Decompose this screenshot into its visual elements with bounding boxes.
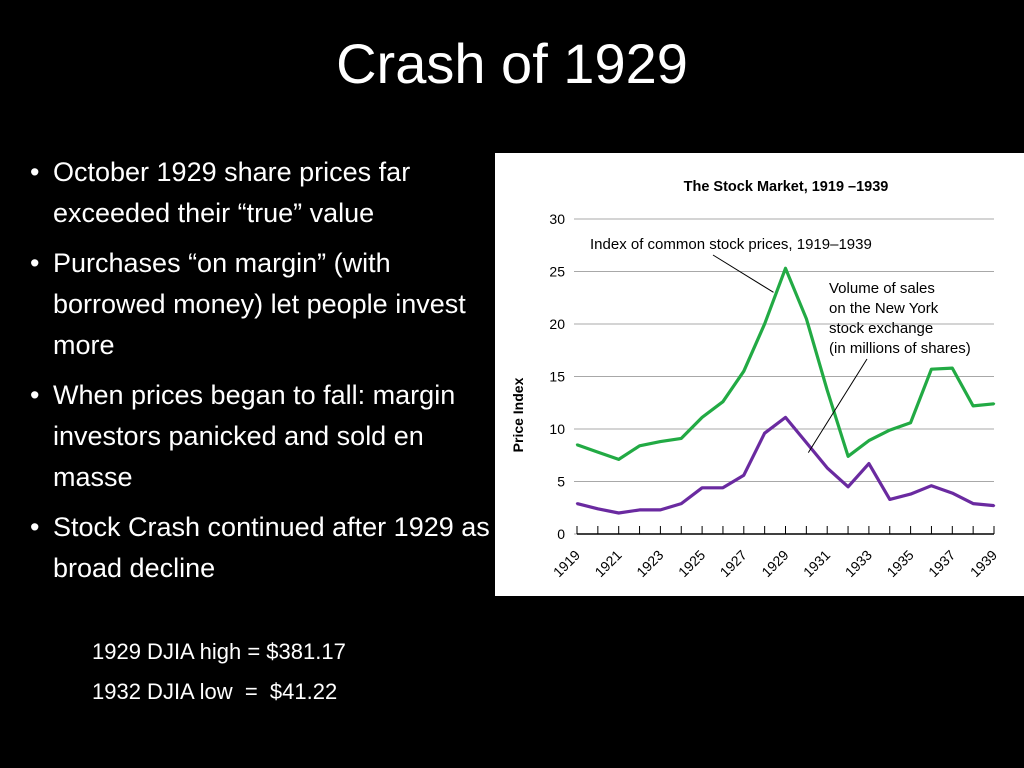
bullet-glyph: •: [30, 380, 40, 410]
data-point: [617, 458, 620, 461]
data-point: [721, 486, 725, 489]
bullet-item: • When prices began to fall: margin inves…: [30, 375, 490, 498]
annotation-volume-line: stock exchange: [829, 320, 933, 337]
sub-bullet-djia-low: 1932 DJIA low = $41.22: [92, 679, 338, 704]
data-point: [992, 402, 996, 405]
sub-bullet-list: 1929 DJIA high = $381.17 1932 DJIA low =…: [92, 632, 346, 712]
data-point: [784, 267, 787, 270]
bullet-glyph: •: [30, 157, 40, 187]
data-point: [596, 450, 600, 454]
data-point: [909, 492, 912, 496]
x-tick-label: 1921: [591, 547, 624, 580]
x-tick-label: 1923: [633, 547, 666, 580]
bullet-item: • October 1929 share prices far exceeded …: [30, 152, 490, 234]
x-tick-label: 1933: [842, 547, 875, 580]
bullet-text: October 1929 share prices far exceeded t…: [53, 157, 411, 228]
data-point: [659, 440, 662, 443]
annotation-volume-line: on the New York: [829, 300, 939, 317]
data-point: [867, 462, 871, 465]
x-tick-label: 1931: [800, 547, 833, 580]
bullet-glyph: •: [30, 248, 40, 278]
bullet-glyph: •: [30, 512, 40, 542]
annotation-stock-index: Index of common stock prices, 1919–1939: [590, 236, 872, 253]
data-point: [805, 441, 808, 444]
data-point: [659, 508, 662, 512]
y-tick-label: 15: [549, 369, 565, 385]
chart-svg: The Stock Market, 1919 –1939 0 5 10 15 20 25 3…: [510, 179, 1000, 580]
data-point: [784, 416, 787, 419]
annotation-leader-line: [807, 358, 868, 453]
data-point: [638, 444, 641, 447]
data-point: [826, 388, 829, 392]
bullet-text: Purchases “on margin” (with borrowed mon…: [53, 248, 466, 360]
bullet-item: • Purchases “on margin” (with borrowed mo…: [30, 243, 490, 366]
annotation-volume-line: (in millions of shares): [829, 340, 971, 357]
y-tick-label: 30: [549, 211, 565, 227]
x-tick-label: 1935: [883, 547, 916, 580]
data-point: [930, 484, 933, 487]
x-tick-label: 1925: [675, 547, 708, 580]
y-tick-label: 0: [557, 526, 565, 542]
data-point: [888, 498, 891, 501]
data-point: [951, 366, 954, 370]
data-point: [971, 502, 975, 505]
data-point: [992, 504, 996, 507]
volume-of-sales-line: [576, 415, 995, 515]
data-point: [846, 485, 850, 488]
x-tick-label: 1927: [717, 547, 750, 580]
y-tick-label: 20: [549, 316, 565, 332]
y-tick-label: 5: [557, 474, 565, 490]
data-point: [742, 370, 745, 373]
data-point: [638, 508, 641, 512]
data-point: [763, 322, 766, 326]
slide-title: Crash of 1929: [336, 32, 688, 95]
data-point: [805, 317, 808, 320]
y-tick-label: 25: [549, 264, 565, 280]
data-point: [846, 455, 850, 458]
x-tick-label: 1937: [925, 547, 958, 580]
data-point: [617, 511, 620, 515]
x-tick-label: 1919: [550, 547, 583, 580]
data-point: [909, 421, 912, 424]
y-axis-label: Price Index: [510, 377, 526, 452]
data-point: [700, 486, 704, 489]
x-tick-label: 1929: [758, 547, 791, 580]
y-tick-label: 10: [549, 421, 565, 437]
data-point: [888, 428, 891, 432]
chart-title: The Stock Market, 1919 –1939: [684, 179, 889, 195]
data-point: [930, 367, 933, 371]
data-point: [680, 502, 683, 505]
data-point: [575, 502, 579, 505]
data-point: [721, 400, 725, 403]
stock-market-chart: The Stock Market, 1919 –1939 0 5 10 15 20 25 3…: [495, 153, 1024, 596]
data-point: [763, 432, 766, 435]
annotation-volume-line: Volume of sales: [829, 280, 935, 297]
bullet-item: • Stock Crash continued after 1929 as bro…: [30, 507, 490, 589]
data-point: [742, 474, 745, 477]
data-point: [867, 439, 871, 442]
sub-bullet-djia-high: 1929 DJIA high = $381.17: [92, 639, 346, 664]
x-tick-label: 1939: [967, 547, 1000, 580]
bullet-list: • October 1929 share prices far exceeded …: [30, 152, 490, 598]
data-point: [700, 416, 704, 419]
data-point: [951, 491, 954, 495]
data-point: [596, 507, 600, 510]
data-point: [826, 466, 829, 470]
data-point: [575, 443, 579, 446]
annotation-leader-line: [712, 254, 774, 293]
bullet-text: Stock Crash continued after 1929 as broa…: [53, 512, 490, 583]
bullet-text: When prices began to fall: margin invest…: [53, 380, 456, 492]
data-point: [971, 404, 975, 408]
data-point: [680, 437, 683, 440]
